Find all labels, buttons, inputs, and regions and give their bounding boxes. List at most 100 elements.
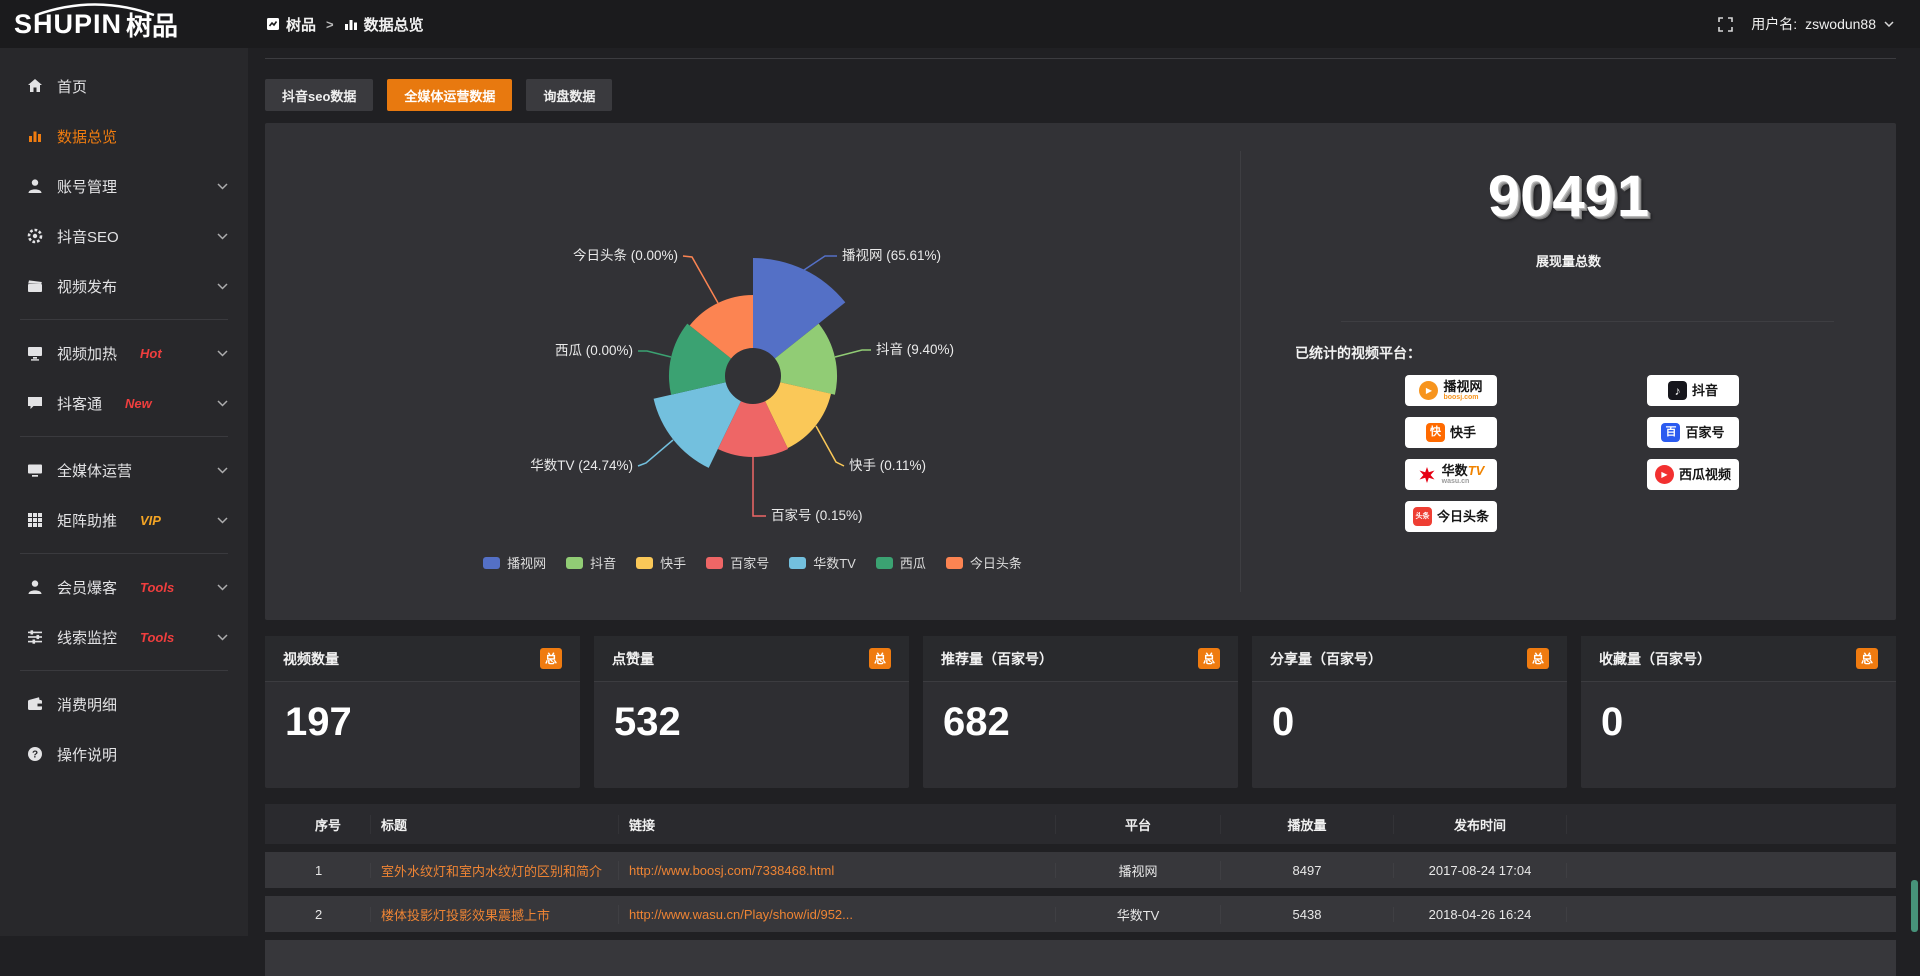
pie-slice-4[interactable] [653, 382, 741, 468]
pie-slice-2[interactable] [765, 382, 831, 449]
legend-label: 今日头条 [969, 556, 1022, 571]
bar-icon [26, 127, 44, 145]
legend-item-5[interactable]: 西瓜 [875, 553, 926, 572]
platform-name: 西瓜视频 [1678, 467, 1731, 482]
stat-card-header: 视频数量 总 [265, 636, 580, 682]
platform-badge-wasu[interactable]: 华数TV wasu.cn [1405, 459, 1497, 490]
sidebar-item-question[interactable]: ? 操作说明 [0, 729, 248, 779]
sidebar-item-badge: Tools [140, 629, 175, 645]
breadcrumb-label: 数据总览 [363, 16, 424, 34]
chart-panel: 播视网 (65.61%) 抖音 (9.40%) 快手 (0.11%) 百家号 (0.1… [265, 123, 1896, 620]
stat-cards: 视频数量总 197 点赞量总 532 推荐量（百家号）总 682 分享量（百家号）总 0 收藏量… [265, 636, 1896, 788]
tab-1[interactable]: 全媒体运营数据 [387, 79, 513, 111]
platform-sub: wasu.cn [1441, 478, 1470, 485]
sidebar-divider [20, 553, 228, 554]
heat-icon [26, 344, 44, 362]
fullscreen-icon[interactable] [1718, 16, 1734, 32]
platform-badge-boosj[interactable]: ▶ 播视网 boosj.com [1405, 375, 1497, 406]
sidebar-item-clapper[interactable]: 视频发布 [0, 261, 248, 311]
sidebar-divider [20, 670, 228, 671]
pie-label-line [682, 255, 719, 304]
panel-divider [1240, 151, 1241, 592]
sidebar-item-label: 消费明细 [57, 696, 118, 714]
sidebar-item-person[interactable]: 会员爆客 Tools [0, 562, 248, 612]
pie-slice-5[interactable] [668, 323, 732, 395]
stat-card-title: 视频数量 [283, 650, 339, 667]
wallet-icon [26, 695, 44, 713]
legend-item-1[interactable]: 抖音 [566, 553, 616, 572]
pie-slice-3[interactable] [717, 401, 789, 458]
legend-item-0[interactable]: 播视网 [483, 553, 546, 572]
chat-icon [26, 394, 44, 412]
sidebar-item-monitor[interactable]: 全媒体运营 [0, 445, 248, 495]
pie-slice-1[interactable] [774, 323, 838, 395]
legend-item-3[interactable]: 百家号 [706, 553, 769, 572]
platform-badge-kuaishou[interactable]: 快快手 [1405, 417, 1497, 448]
stat-card-header: 点赞量 总 [594, 636, 909, 682]
pie-slice-0[interactable] [753, 258, 846, 359]
cell-published: 2017-08-24 17:04 [1394, 862, 1567, 878]
sidebar-item-sliders[interactable]: 线索监控 Tools [0, 612, 248, 662]
chevron-down-icon [217, 399, 228, 407]
platform-name: 快手 [1449, 425, 1476, 440]
sidebar-item-label: 线索监控 [57, 629, 118, 647]
breadcrumb-current[interactable]: 数据总览 [344, 14, 424, 35]
total-badge[interactable]: 总 [869, 648, 891, 669]
stat-card-value: 0 [1272, 700, 1295, 744]
total-badge[interactable]: 总 [1198, 648, 1220, 669]
username-value: zswodun88 [1805, 16, 1876, 32]
chevron-down-icon [217, 349, 228, 357]
total-badge[interactable]: 总 [1527, 648, 1549, 669]
sidebar-item-home[interactable]: 首页 [0, 61, 248, 111]
sidebar-item-heat[interactable]: 视频加热 Hot [0, 328, 248, 378]
sidebar-item-bar[interactable]: 数据总览 [0, 111, 248, 161]
total-badge[interactable]: 总 [540, 648, 562, 669]
breadcrumb-home[interactable]: 树品 [266, 14, 316, 35]
sidebar-item-gear[interactable]: 抖音SEO [0, 211, 248, 261]
sidebar-item-label: 账号管理 [57, 178, 118, 196]
legend-label: 百家号 [730, 556, 770, 571]
legend-label: 华数TV [813, 556, 856, 571]
content-divider [265, 58, 1896, 59]
tab-0[interactable]: 抖音seo数据 [265, 79, 374, 111]
platform-sub: boosj.com [1443, 394, 1479, 401]
platform-name: 今日头条 [1436, 509, 1489, 524]
platform-badge-xigua[interactable]: ▶ 西瓜视频 [1647, 459, 1739, 490]
sidebar-item-label: 抖音SEO [57, 228, 119, 246]
stat-card-value: 197 [285, 700, 352, 744]
sidebar-item-label: 矩阵助推 [57, 512, 118, 530]
legend-item-6[interactable]: 今日头条 [945, 553, 1022, 572]
boosj-logo-icon: ▶ [1419, 381, 1439, 400]
summary-divider [1341, 321, 1834, 322]
sidebar-item-wallet[interactable]: 消费明细 [0, 679, 248, 729]
legend-item-4[interactable]: 华数TV [789, 553, 856, 572]
user-menu[interactable]: 用户名: zswodun88 [1751, 14, 1894, 34]
pie-slice-6[interactable] [689, 295, 753, 359]
total-badge[interactable]: 总 [1856, 648, 1878, 669]
cell-index: 2 [305, 906, 371, 922]
cell-url-link[interactable]: http://www.wasu.cn/Play/show/id/952... [619, 906, 1056, 922]
platform-badge-douyin[interactable]: ♪ 抖音 [1647, 375, 1739, 406]
col-header-title: 标题 [371, 814, 619, 834]
stat-card-title: 收藏量（百家号） [1599, 650, 1711, 667]
platform-name: 播视网 [1443, 379, 1483, 394]
platform-badge-toutiao[interactable]: 头条 今日头条 [1405, 501, 1497, 532]
pie-label: 快手 (0.11%) [849, 458, 926, 473]
sidebar-item-user[interactable]: 账号管理 [0, 161, 248, 211]
sidebar-item-chat[interactable]: 抖客通 New [0, 378, 248, 428]
sidebar-item-label: 视频发布 [57, 278, 118, 296]
sidebar-item-label: 操作说明 [57, 746, 118, 764]
tab-2[interactable]: 询盘数据 [526, 79, 613, 111]
chart-legend: 播视网 抖音 快手 百家号 华数TV 西瓜 今日头条 [265, 553, 1240, 572]
stat-card-4: 收藏量（百家号） 总 0 [1581, 636, 1896, 788]
cell-title-link[interactable]: 楼体投影灯投影效果震撼上市 [371, 904, 619, 924]
pie-label: 西瓜 (0.00%) [555, 343, 633, 358]
legend-item-2[interactable]: 快手 [636, 553, 686, 572]
platform-badge-baijia[interactable]: 百百家号 [1647, 417, 1739, 448]
cell-title-link[interactable]: 室外水纹灯和室内水纹灯的区别和简介 [371, 860, 619, 880]
sidebar-item-grid[interactable]: 矩阵助推 VIP [0, 495, 248, 545]
cell-plays: 5438 [1221, 906, 1394, 922]
scrollbar-thumb[interactable] [1911, 880, 1918, 932]
cell-url-link[interactable]: http://www.boosj.com/7338468.html [619, 862, 1056, 878]
question-icon: ? [26, 745, 44, 763]
